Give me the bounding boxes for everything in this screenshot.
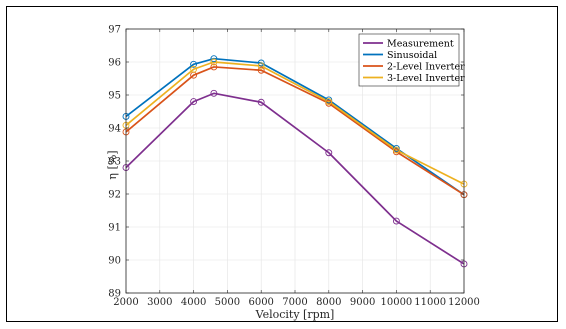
x-tick-label: 11000	[414, 297, 446, 308]
data-point	[257, 98, 265, 106]
x-tick-label: 6000	[248, 297, 273, 308]
x-tick-label: 3000	[147, 297, 172, 308]
data-point	[325, 98, 333, 106]
data-point	[190, 60, 198, 68]
data-point	[392, 146, 400, 154]
y-tick-label: 89	[108, 289, 121, 300]
data-point	[210, 55, 218, 63]
x-tick-label: 5000	[215, 297, 240, 308]
y-tick-label: 92	[108, 190, 121, 201]
data-point	[325, 149, 333, 157]
data-point	[210, 63, 218, 71]
y-tick-label: 97	[108, 25, 121, 36]
x-tick-label: 4000	[181, 297, 206, 308]
legend-label: Measurement	[387, 38, 454, 49]
y-tick-label: 91	[108, 223, 121, 234]
data-point	[257, 59, 265, 67]
y-axis-label: η [%]	[106, 150, 119, 179]
x-axis-ticks: 2000 3000 4000 5000 6000 7000 8000 9000 10000 110…	[113, 29, 480, 308]
y-tick-label: 90	[108, 256, 121, 267]
y-tick-label: 94	[108, 124, 121, 135]
legend-label: Sinusoidal	[387, 50, 437, 61]
y-axis-ticks: 89 90 91 92 93 94 95 96 97	[108, 25, 464, 300]
series-line-0	[125, 92, 465, 265]
x-tick-label: 8000	[316, 297, 341, 308]
y-tick-label: 93	[108, 157, 121, 168]
figure-frame	[6, 6, 558, 322]
data-point	[190, 98, 198, 106]
legend-label: 3-Level Inverter	[387, 73, 465, 84]
x-tick-label: 7000	[282, 297, 307, 308]
data-point	[210, 89, 218, 97]
data-point	[190, 65, 198, 73]
data-point	[257, 66, 265, 74]
x-tick-label: 9000	[350, 297, 375, 308]
x-tick-label: 12000	[448, 297, 480, 308]
x-tick-label: 10000	[380, 297, 412, 308]
y-tick-label: 95	[108, 91, 121, 102]
y-tick-label: 96	[108, 58, 121, 69]
x-axis-label: Velocity [rpm]	[255, 308, 335, 321]
legend-label: 2-Level Inverter	[387, 61, 465, 72]
data-point	[392, 217, 400, 225]
data-point	[210, 58, 218, 66]
data-point	[257, 62, 265, 70]
x-tick-label: 2000	[113, 297, 138, 308]
